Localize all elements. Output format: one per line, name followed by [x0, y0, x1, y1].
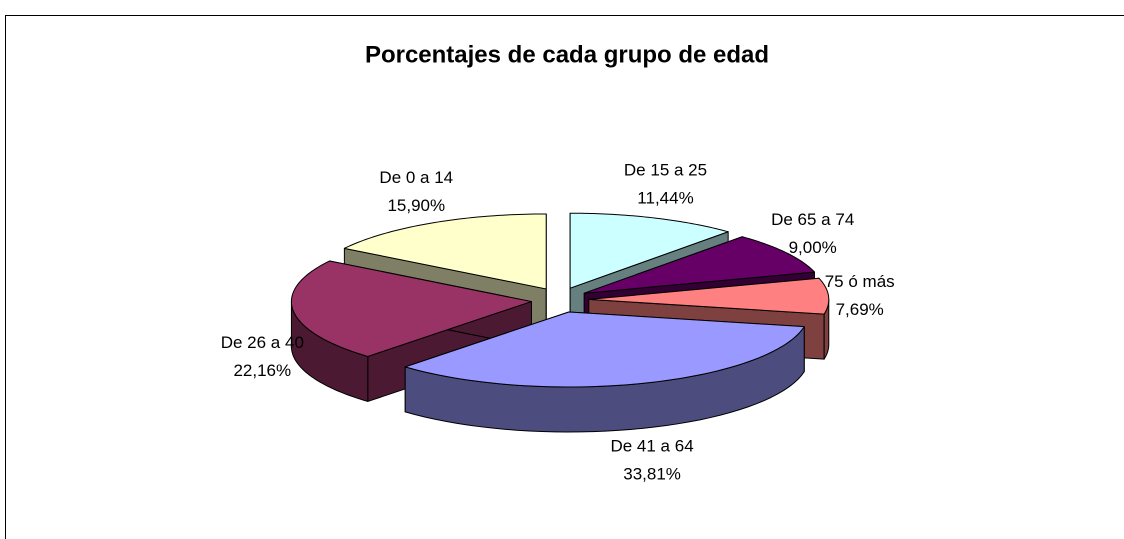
data-label-value: 11,44% [637, 188, 693, 207]
pie-slice [404, 311, 805, 433]
data-label-category: De 65 a 74 [771, 210, 854, 229]
data-label-category: 75 ó más [825, 272, 895, 291]
slice-top [569, 212, 729, 289]
data-label-value: 33,81% [623, 464, 681, 483]
slice-top [343, 213, 547, 290]
chart-frame [5, 15, 1124, 539]
data-label-category: De 26 a 40 [221, 333, 304, 352]
data-label-value: 7,69% [836, 300, 884, 319]
slice-top [588, 277, 830, 315]
chart-title: Porcentajes de cada grupo de edad [365, 41, 769, 68]
data-label-category: De 0 a 14 [379, 168, 453, 187]
slice-top [290, 260, 532, 357]
data-label-category: De 41 a 64 [610, 436, 693, 455]
data-label-value: 22,16% [233, 361, 291, 380]
data-label-value: 15,90% [387, 196, 445, 215]
data-label-category: De 15 a 25 [624, 160, 707, 179]
slice-top [404, 311, 805, 388]
data-label-value: 9,00% [789, 238, 837, 257]
slice-top [583, 236, 815, 294]
